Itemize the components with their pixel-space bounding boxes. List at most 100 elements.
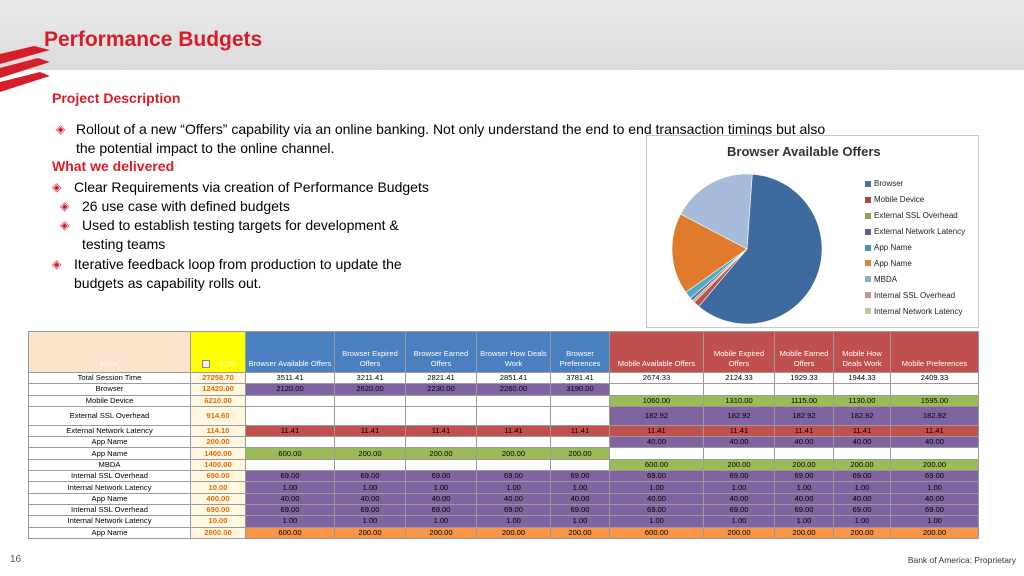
table-cell[interactable]: 3511.41: [245, 371, 335, 385]
table-cell[interactable]: 69.00: [774, 503, 834, 517]
table-cell[interactable]: 1.00: [334, 515, 406, 528]
table-cell[interactable]: 40.00: [774, 436, 834, 449]
budget-cell[interactable]: 10.00: [190, 481, 246, 494]
table-cell[interactable]: 1.00: [774, 515, 834, 528]
table-cell[interactable]: 1.00: [245, 481, 335, 494]
budget-cell[interactable]: 400.00: [190, 492, 246, 505]
table-cell[interactable]: [774, 447, 834, 460]
table-cell[interactable]: [833, 383, 891, 396]
table-cell[interactable]: 200.00: [890, 458, 979, 472]
table-cell[interactable]: 1595.00: [890, 394, 979, 407]
table-cell[interactable]: [703, 447, 775, 460]
table-cell[interactable]: 1.00: [476, 481, 551, 494]
table-cell[interactable]: [334, 405, 406, 426]
table-cell[interactable]: 2674.33: [609, 371, 704, 385]
table-cell[interactable]: [476, 436, 551, 449]
table-cell[interactable]: 1.00: [833, 481, 891, 494]
budget-cell[interactable]: 2800.00: [190, 526, 246, 539]
table-cell[interactable]: 1.00: [550, 515, 610, 528]
table-cell[interactable]: 182.92: [833, 405, 891, 426]
table-cell[interactable]: 69.00: [833, 503, 891, 517]
table-cell[interactable]: 1929.33: [774, 371, 834, 385]
table-cell[interactable]: [245, 394, 335, 407]
table-cell[interactable]: 2230.00: [405, 383, 477, 396]
table-cell[interactable]: 200.00: [703, 458, 775, 472]
budget-cell[interactable]: 10.00: [190, 515, 246, 528]
table-cell[interactable]: [703, 383, 775, 396]
table-cell[interactable]: 69.00: [774, 470, 834, 483]
table-cell[interactable]: 200.00: [334, 447, 406, 460]
table-cell[interactable]: 1.00: [245, 515, 335, 528]
table-cell[interactable]: [405, 405, 477, 426]
budget-cell[interactable]: 1400.00: [190, 447, 246, 460]
table-cell[interactable]: 182.92: [609, 405, 704, 426]
table-cell[interactable]: 3781.41: [550, 371, 610, 385]
table-cell[interactable]: 11.41: [245, 424, 335, 438]
table-cell[interactable]: 11.41: [833, 424, 891, 438]
table-cell[interactable]: 69.00: [245, 503, 335, 517]
table-cell[interactable]: 1115.00: [774, 394, 834, 407]
table-cell[interactable]: 1.00: [774, 481, 834, 494]
table-cell[interactable]: 11.41: [476, 424, 551, 438]
table-cell[interactable]: 600.00: [245, 526, 335, 539]
table-cell[interactable]: 600.00: [609, 526, 704, 539]
table-cell[interactable]: 2409.33: [890, 371, 979, 385]
table-cell[interactable]: 40.00: [609, 492, 704, 505]
table-cell[interactable]: 11.41: [774, 424, 834, 438]
table-cell[interactable]: 69.00: [890, 470, 979, 483]
table-cell[interactable]: [405, 394, 477, 407]
table-cell[interactable]: [334, 458, 406, 472]
table-cell[interactable]: 1.00: [833, 515, 891, 528]
table-cell[interactable]: 1.00: [405, 515, 477, 528]
table-cell[interactable]: 1060.00: [609, 394, 704, 407]
table-cell[interactable]: 69.00: [334, 470, 406, 483]
table-cell[interactable]: 600.00: [245, 447, 335, 460]
table-cell[interactable]: 40.00: [833, 492, 891, 505]
table-cell[interactable]: 182.92: [890, 405, 979, 426]
table-cell[interactable]: 2851.41: [476, 371, 551, 385]
table-cell[interactable]: [890, 447, 979, 460]
budget-cell[interactable]: 914.60: [190, 405, 246, 426]
table-cell[interactable]: 40.00: [609, 436, 704, 449]
table-cell[interactable]: 69.00: [703, 470, 775, 483]
budget-cell[interactable]: 114.10: [190, 424, 246, 438]
table-cell[interactable]: 69.00: [703, 503, 775, 517]
table-cell[interactable]: 200.00: [476, 526, 551, 539]
table-cell[interactable]: [550, 458, 610, 472]
budget-cell[interactable]: 12420.00: [190, 383, 246, 396]
table-cell[interactable]: 40.00: [774, 492, 834, 505]
dropdown-arrow-icon[interactable]: ▾: [201, 360, 210, 368]
table-cell[interactable]: 69.00: [476, 470, 551, 483]
table-cell[interactable]: 2120.00: [245, 383, 335, 396]
table-cell[interactable]: [609, 447, 704, 460]
table-cell[interactable]: 200.00: [550, 526, 610, 539]
table-cell[interactable]: 69.00: [609, 470, 704, 483]
table-cell[interactable]: 1.00: [703, 515, 775, 528]
table-cell[interactable]: 200.00: [833, 458, 891, 472]
table-cell[interactable]: [833, 447, 891, 460]
table-cell[interactable]: 11.41: [703, 424, 775, 438]
table-cell[interactable]: 200.00: [405, 526, 477, 539]
table-cell[interactable]: 69.00: [609, 503, 704, 517]
table-cell[interactable]: 11.41: [609, 424, 704, 438]
table-cell[interactable]: 40.00: [890, 436, 979, 449]
table-cell[interactable]: 3190.00: [550, 383, 610, 396]
table-cell[interactable]: 69.00: [405, 503, 477, 517]
table-cell[interactable]: 3211.41: [334, 371, 406, 385]
table-cell[interactable]: 200.00: [703, 526, 775, 539]
table-cell[interactable]: 40.00: [703, 436, 775, 449]
table-cell[interactable]: 69.00: [550, 503, 610, 517]
table-cell[interactable]: 40.00: [476, 492, 551, 505]
table-cell[interactable]: [550, 436, 610, 449]
table-cell[interactable]: 182.92: [774, 405, 834, 426]
table-cell[interactable]: [334, 394, 406, 407]
table-cell[interactable]: 1944.33: [833, 371, 891, 385]
table-cell[interactable]: [774, 383, 834, 396]
table-cell[interactable]: 69.00: [334, 503, 406, 517]
table-cell[interactable]: [476, 394, 551, 407]
table-cell[interactable]: 40.00: [405, 492, 477, 505]
table-cell[interactable]: 200.00: [890, 526, 979, 539]
table-cell[interactable]: 11.41: [334, 424, 406, 438]
table-cell[interactable]: 200.00: [405, 447, 477, 460]
table-cell[interactable]: [476, 458, 551, 472]
